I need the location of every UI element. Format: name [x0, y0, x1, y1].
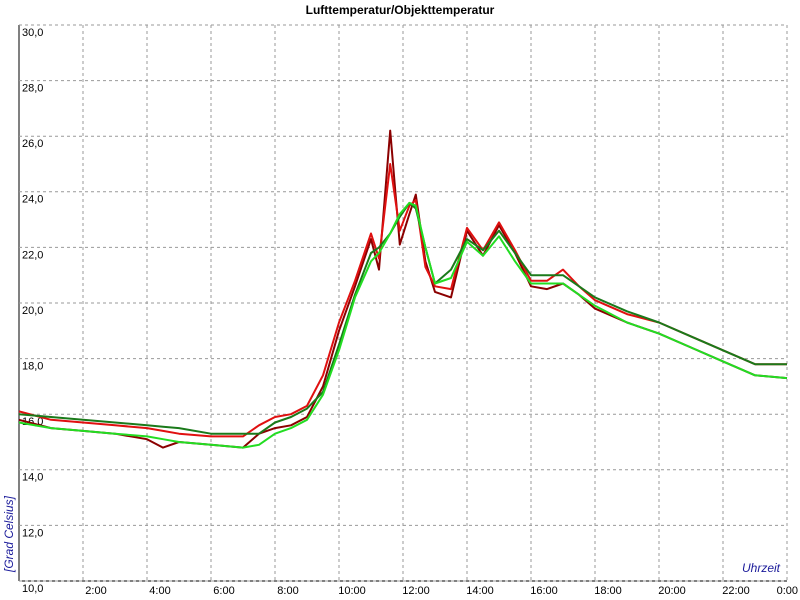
y-tick-label: 18,0 [22, 361, 43, 373]
x-tick-label: 2:00 [85, 585, 106, 597]
series-line [18, 163, 787, 438]
x-tick-label: 4:00 [149, 585, 170, 597]
x-tick-label: 0:00 [777, 585, 798, 597]
x-tick-label: 18:00 [594, 585, 622, 597]
x-tick-label: 6:00 [213, 585, 234, 597]
x-tick-label: 14:00 [466, 585, 494, 597]
y-tick-label: 26,0 [22, 138, 43, 150]
y-tick-label: 24,0 [22, 194, 43, 206]
y-tick-label: 12,0 [22, 527, 43, 539]
x-axis-label: Uhrzeit [742, 561, 781, 575]
y-tick-label: 28,0 [22, 83, 43, 95]
x-tick-label: 22:00 [722, 585, 750, 597]
chart-title: Lufttemperatur/Objekttemperatur [306, 3, 495, 17]
y-tick-label: 10,0 [22, 583, 43, 595]
x-tick-label: 16:00 [530, 585, 558, 597]
y-tick-label: 22,0 [22, 249, 43, 261]
x-tick-label: 12:00 [402, 585, 430, 597]
y-axis-label: [Grad Celsius] [2, 495, 16, 573]
y-tick-label: 30,0 [22, 27, 43, 39]
x-tick-label: 10:00 [338, 585, 366, 597]
x-tick-label: 20:00 [658, 585, 686, 597]
y-tick-label: 20,0 [22, 305, 43, 317]
series-line [18, 201, 788, 449]
y-tick-label: 14,0 [22, 472, 43, 484]
x-tick-label: 8:00 [277, 585, 298, 597]
